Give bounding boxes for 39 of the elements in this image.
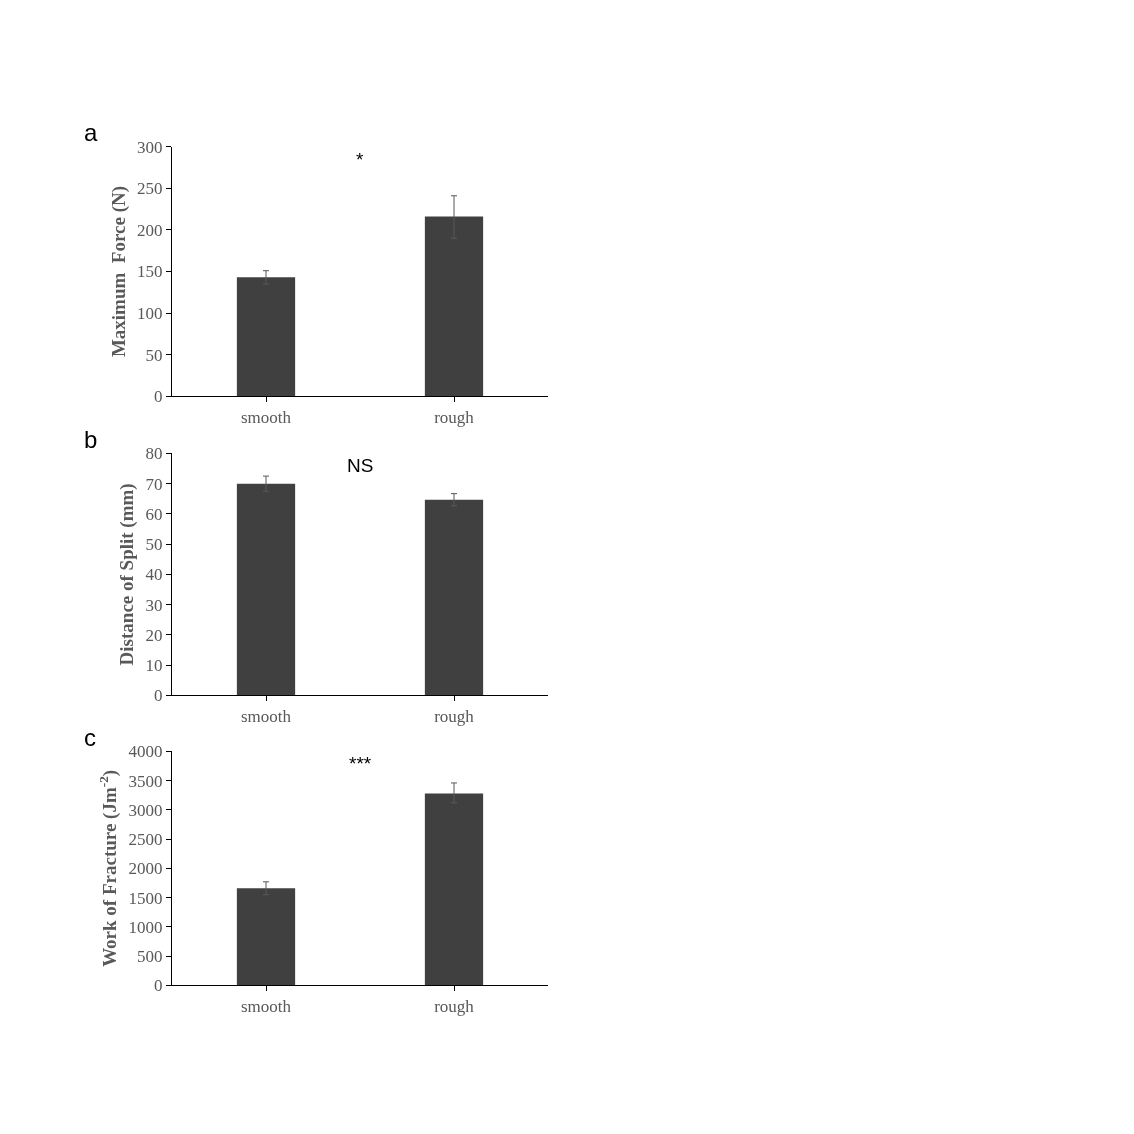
chart-title: a [84,119,98,146]
y-tick-label: 50 [145,535,163,555]
y-tick-label: 60 [145,504,163,524]
y-tick-label: 30 [145,595,163,615]
y-tick-label: 0 [154,387,163,407]
y-tick-label: 2500 [128,830,163,850]
x-tick-label: rough [434,407,475,427]
y-tick-label: 20 [145,625,163,645]
y-tick-label: 4000 [128,742,163,762]
chart-title: c [84,724,96,751]
x-tick-label: smooth [240,996,292,1016]
annotation: NS [347,455,374,476]
y-axis-title: Distance of Split (mm) [116,483,139,666]
y-tick-label: 3000 [128,800,163,820]
y-tick-label: 70 [145,474,163,494]
y-tick-label: 10 [145,656,163,676]
y-tick-label: 100 [137,304,163,324]
y-tick-label: 200 [137,220,163,240]
x-tick-label: rough [434,706,475,726]
y-tick-label: 80 [145,444,163,464]
y-tick-label: 0 [154,686,163,706]
x-tick-label: smooth [240,706,292,726]
x-tick-label: rough [434,996,475,1016]
y-tick-label: 300 [137,137,163,157]
annotation: * [356,149,364,170]
y-tick-label: 40 [145,565,163,585]
annotation: *** [349,753,372,774]
y-tick-label: 150 [137,262,163,282]
x-tick-label: smooth [240,407,292,427]
y-tick-label: 3500 [128,771,163,791]
chart-title: b [84,426,98,453]
y-tick-label: 1000 [128,917,163,937]
y-tick-label: 50 [145,345,163,365]
y-tick-label: 500 [137,947,163,967]
y-tick-label: 250 [137,179,163,199]
y-tick-label: 2000 [128,859,163,879]
y-tick-label: 0 [154,976,163,996]
y-axis-title: Maximum Force (N) [107,185,130,358]
y-tick-label: 1500 [128,888,163,908]
